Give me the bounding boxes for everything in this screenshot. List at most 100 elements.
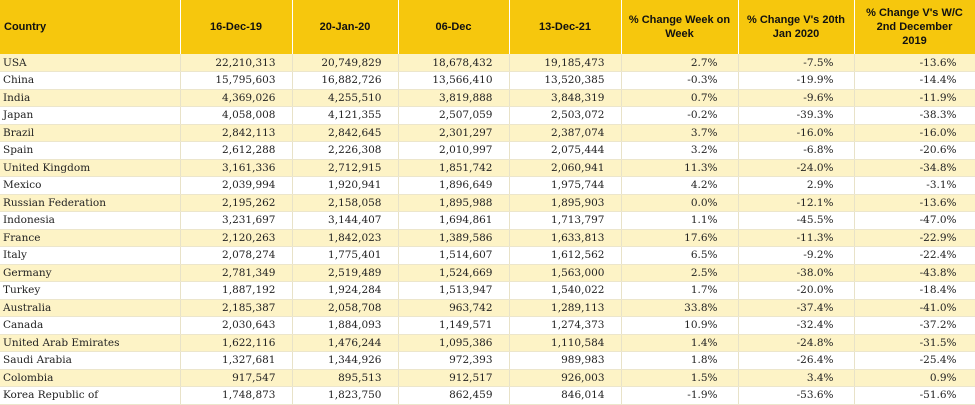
dec-13-21-cell: 1,975,744 [509, 176, 622, 195]
table-row: Brazil 2,842,113 2,842,645 2,301,297 2,387,0… [0, 124, 975, 142]
jan-20-20-cell: 2,712,915 [292, 159, 399, 177]
country-cell: Italy [0, 246, 181, 265]
change-vs-jan-2020-cell: -16.0% [738, 124, 855, 142]
table-row: Russian Federation 2,195,262 2,158,058 1,89… [0, 194, 975, 212]
jan-20-20-cell: 20,749,829 [292, 54, 399, 72]
jan-20-20-cell: 1,884,093 [292, 316, 399, 335]
change-vs-jan-2020-cell: -38.0% [738, 264, 855, 282]
jan-20-20-cell: 1,344,926 [292, 351, 399, 370]
dec-16-19-cell: 1,622,116 [180, 334, 293, 352]
change-vs-jan-2020-cell: -12.1% [738, 194, 855, 212]
dec-06-cell: 1,513,947 [398, 281, 510, 300]
change-week-on-week-cell: 3.2% [621, 141, 739, 160]
dec-06-cell: 1,524,669 [398, 264, 510, 282]
dec-13-21-cell: 2,075,444 [509, 141, 622, 160]
dec-13-21-cell: 3,848,319 [509, 89, 622, 107]
table-row: India 4,369,026 4,255,510 3,819,888 3,848,31… [0, 89, 975, 107]
dec-13-21-cell: 1,633,813 [509, 229, 622, 247]
country-cell: Canada [0, 316, 181, 335]
country-cell: Colombia [0, 369, 181, 387]
dec-06-cell: 2,301,297 [398, 124, 510, 142]
change-vs-dec-2019-cell: -47.0% [854, 211, 975, 230]
change-vs-jan-2020-cell: -45.5% [738, 211, 855, 230]
dec-13-21-cell: 1,563,000 [509, 264, 622, 282]
dec-16-19-cell: 2,078,274 [180, 246, 293, 265]
dec-16-19-cell: 1,748,873 [180, 386, 293, 405]
change-vs-jan-2020-cell: -53.6% [738, 386, 855, 405]
change-vs-jan-2020-cell: -37.4% [738, 299, 855, 317]
dec-16-19-cell: 3,161,336 [180, 159, 293, 177]
dec-13-21-cell: 1,895,903 [509, 194, 622, 212]
change-vs-dec-2019-cell: -13.6% [854, 54, 975, 72]
change-vs-jan-2020-cell: -24.8% [738, 334, 855, 352]
dec-13-21-cell: 1,110,584 [509, 334, 622, 352]
dec-16-19-cell: 2,120,263 [180, 229, 293, 247]
jan-20-20-cell: 1,823,750 [292, 386, 399, 405]
country-cell: Brazil [0, 124, 181, 142]
table-row: Japan 4,058,008 4,121,355 2,507,059 2,503,07… [0, 106, 975, 125]
change-week-on-week-cell: 1.8% [621, 351, 739, 370]
table-row: Saudi Arabia 1,327,681 1,344,926 972,393 989… [0, 351, 975, 370]
change-vs-jan-2020-cell: -20.0% [738, 281, 855, 300]
change-week-on-week-cell: 3.7% [621, 124, 739, 142]
dec-06-cell: 2,010,997 [398, 141, 510, 160]
jan-20-20-cell: 2,158,058 [292, 194, 399, 212]
dec-06-cell: 1,514,607 [398, 246, 510, 265]
dec-16-19-cell: 2,842,113 [180, 124, 293, 142]
change-week-on-week-cell: 1.4% [621, 334, 739, 352]
change-vs-dec-2019-cell: -18.4% [854, 281, 975, 300]
dec-06-cell: 1,149,571 [398, 316, 510, 335]
table-row: Italy 2,078,274 1,775,401 1,514,607 1,612,56… [0, 246, 975, 265]
change-vs-jan-2020-cell: -9.6% [738, 89, 855, 107]
dec-16-19-cell: 2,195,262 [180, 194, 293, 212]
change-week-on-week-cell: 2.5% [621, 264, 739, 282]
jan-20-20-cell: 16,882,726 [292, 71, 399, 90]
dec-13-21-cell: 1,289,113 [509, 299, 622, 317]
table-body: USA 22,210,313 20,749,829 18,678,432 19,185,… [0, 54, 975, 405]
table-row: United Kingdom 3,161,336 2,712,915 1,851,74… [0, 159, 975, 177]
dec-16-19-cell: 4,369,026 [180, 89, 293, 107]
change-vs-jan-2020-cell: -32.4% [738, 316, 855, 335]
change-vs-jan-2020-cell: -11.3% [738, 229, 855, 247]
dec-06-cell: 1,389,586 [398, 229, 510, 247]
header-row: Country 16-Dec-19 20-Jan-20 06-Dec 13-De… [0, 0, 975, 54]
dec-13-21-cell: 13,520,385 [509, 71, 622, 90]
dec-16-19-cell: 2,030,643 [180, 316, 293, 335]
table-header: Country 16-Dec-19 20-Jan-20 06-Dec 13-De… [0, 0, 975, 54]
country-cell: Indonesia [0, 211, 181, 230]
header-change-vs-20th-jan-2020: % Change V's 20th Jan 2020 [738, 0, 855, 54]
table-row: Germany 2,781,349 2,519,489 1,524,669 1,563,… [0, 264, 975, 282]
jan-20-20-cell: 2,519,489 [292, 264, 399, 282]
change-week-on-week-cell: 1.1% [621, 211, 739, 230]
country-cell: India [0, 89, 181, 107]
change-vs-jan-2020-cell: 3.4% [738, 369, 855, 387]
change-vs-jan-2020-cell: -26.4% [738, 351, 855, 370]
dec-13-21-cell: 846,014 [509, 386, 622, 405]
change-vs-dec-2019-cell: -43.8% [854, 264, 975, 282]
country-cell: Australia [0, 299, 181, 317]
jan-20-20-cell: 1,842,023 [292, 229, 399, 247]
dec-16-19-cell: 4,058,008 [180, 106, 293, 125]
jan-20-20-cell: 1,924,284 [292, 281, 399, 300]
table-row: Indonesia 3,231,697 3,144,407 1,694,861 1,71… [0, 211, 975, 230]
dec-13-21-cell: 19,185,473 [509, 54, 622, 72]
dec-06-cell: 1,895,988 [398, 194, 510, 212]
change-week-on-week-cell: -0.2% [621, 106, 739, 125]
country-cell: United Kingdom [0, 159, 181, 177]
change-week-on-week-cell: 10.9% [621, 316, 739, 335]
dec-13-21-cell: 1,540,022 [509, 281, 622, 300]
change-vs-dec-2019-cell: -37.2% [854, 316, 975, 335]
change-week-on-week-cell: 33.8% [621, 299, 739, 317]
header-change-vs-wc-2nd-december-2019: % Change V's W/C 2nd December 2019 [854, 0, 975, 54]
country-cell: Russian Federation [0, 194, 181, 212]
country-cell: Korea Republic of [0, 386, 181, 405]
dec-13-21-cell: 1,274,373 [509, 316, 622, 335]
change-vs-dec-2019-cell: -31.5% [854, 334, 975, 352]
dec-06-cell: 1,095,386 [398, 334, 510, 352]
dec-13-21-cell: 926,003 [509, 369, 622, 387]
dec-06-cell: 862,459 [398, 386, 510, 405]
change-week-on-week-cell: 4.2% [621, 176, 739, 195]
dec-16-19-cell: 2,781,349 [180, 264, 293, 282]
dec-06-cell: 1,694,861 [398, 211, 510, 230]
header-16-dec-19: 16-Dec-19 [180, 0, 293, 54]
